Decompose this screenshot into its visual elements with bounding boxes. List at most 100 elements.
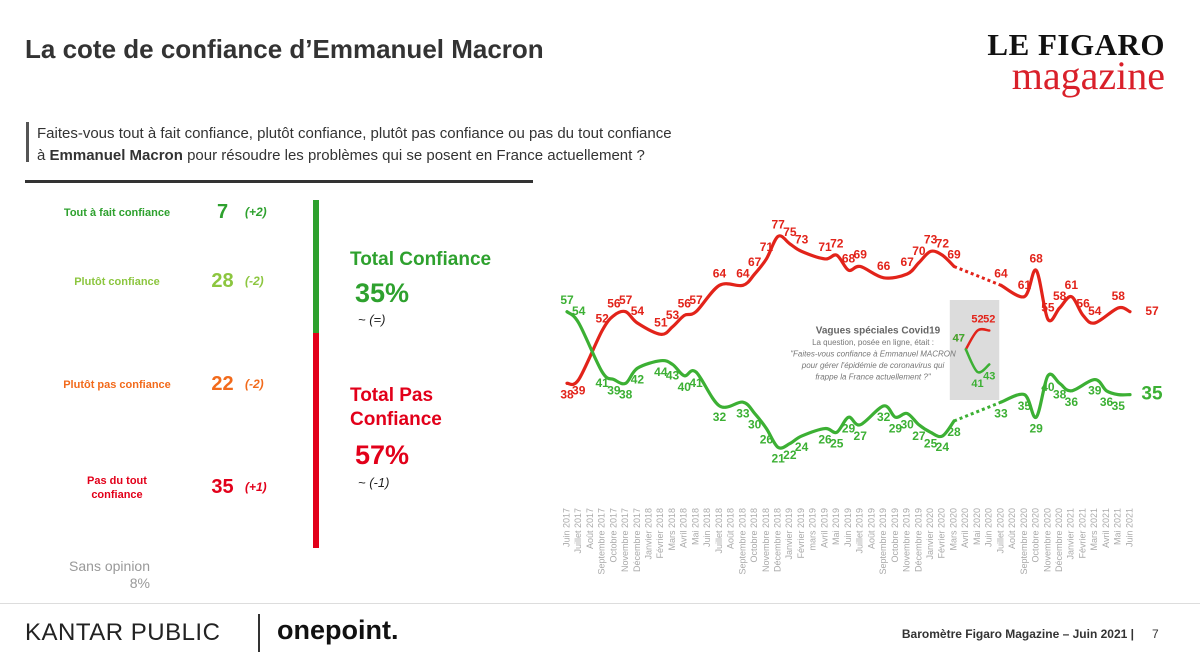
question-line1: Faites-vous tout à fait confiance, plutô… [37,125,672,142]
data-label: 69 [854,248,868,262]
x-tick-label: Juillet 2018 [714,508,724,554]
data-label: 44 [654,365,668,379]
data-label: 43 [666,369,680,383]
data-label: 40 [678,380,692,394]
data-label: 64 [994,266,1008,280]
x-tick-label: Novembre 2020 [1042,508,1052,572]
data-label: 41 [689,376,703,390]
data-label: 64 [736,266,750,280]
x-tick-label: Août 2018 [726,508,736,549]
data-label: 61 [1065,278,1079,292]
breakdown-change: (+1) [245,480,267,494]
data-label: 40 [1041,380,1055,394]
x-tick-label: Juin 2021 [1124,508,1134,547]
total-label: Total Pas Confiance [350,385,442,430]
data-label: 57 [689,293,703,307]
x-tick-label: Avril 2018 [679,508,689,548]
x-tick-label: Octobre 2018 [749,508,759,563]
x-tick-label: mars 2019 [808,508,818,551]
data-label: 75 [783,225,797,239]
breakdown-value: 22 [211,373,234,395]
x-tick-label: Mai 2020 [972,508,982,545]
x-tick-label: Mars 2020 [948,508,958,551]
data-label: 57 [1145,304,1159,318]
x-tick-label: Avril 2020 [960,508,970,548]
data-label: 38 [1053,387,1067,401]
data-label: 42 [631,372,645,386]
covid-box [949,300,1000,400]
data-label: 52 [971,313,983,325]
data-label: 54 [572,304,586,318]
data-label: 28 [947,425,961,439]
line [565,310,956,450]
breakdown-label: Pas du tout confiance [87,475,147,501]
brand-onepoint: onepoint. [277,615,399,645]
breakdown-label: Plutôt pas confiance [63,379,171,391]
question-name: Emmanuel Macron [49,147,183,164]
x-tick-label: Juin 2019 [843,508,853,547]
data-label: 64 [713,266,727,280]
data-label: 53 [666,308,680,322]
breakdown-label: Plutôt confiance [74,276,160,288]
x-tick-label: Octobre 2020 [1031,508,1041,563]
data-label: 35 [1112,399,1126,413]
x-tick-label: Décembre 2020 [1054,508,1064,572]
breakdown-change: (+2) [245,205,267,219]
x-tick-label: Avril 2019 [819,508,829,548]
data-label: 27 [912,429,926,443]
total-value: 57% [355,440,410,470]
data-label: 71 [760,240,774,254]
data-label: 57 [619,293,633,307]
annotation-line: pour gérer l'épidémie de coronavirus qui [801,361,945,370]
data-label: 56 [1076,297,1090,311]
line [999,268,1132,325]
data-label: 47 [953,332,965,344]
data-label: 67 [900,255,914,269]
sans-opinion-value: 8% [129,575,150,591]
data-label: 56 [678,297,692,311]
data-label: 69 [947,248,961,262]
sans-opinion: Sans opinion 8% [69,558,150,592]
data-label: 33 [994,406,1008,420]
data-label: 32 [713,410,727,424]
data-label: 73 [795,233,809,247]
data-label: 47 [953,332,965,344]
data-label: 68 [842,251,856,265]
data-label: 39 [572,384,586,398]
data-label: 39 [607,384,621,398]
data-label: 38 [619,387,633,401]
data-label: 72 [830,236,844,250]
footer-rule [0,603,1200,604]
brand-divider [258,614,260,652]
data-label: 54 [631,304,645,318]
x-tick-label: Février 2019 [796,508,806,559]
question-rest: pour résoudre les problèmes qui se posen… [187,147,645,164]
data-label: 71 [818,240,832,254]
data-label: 35 [1141,384,1163,405]
question: Faites-vous tout à fait confiance, plutô… [37,123,672,167]
x-tick-label: Mai 2021 [1113,508,1123,545]
x-tick-label: Janvier 2020 [925,508,935,560]
x-tick-label: Juin 2020 [984,508,994,547]
no-confidence-bar [313,333,319,548]
data-label: 41 [596,376,610,390]
annotation-title: Vagues spéciales Covid19 [816,326,941,337]
data-label: 25 [830,436,844,450]
x-tick-label: Octobre 2017 [608,508,618,563]
x-tick-label: Juillet 2017 [573,508,583,554]
data-label: 68 [1029,251,1043,265]
data-label: 72 [936,236,950,250]
line [964,327,991,351]
question-bar [26,122,29,162]
line [964,348,991,374]
breakdown-value: 28 [211,270,234,292]
x-tick-label: Septembre 2017 [597,508,607,575]
data-label: 54 [1088,304,1102,318]
x-tick-label: Février 2020 [937,508,947,559]
breakdown-change: (-2) [245,274,264,288]
data-label: 51 [654,315,668,329]
x-tick-label: Septembre 2019 [878,508,888,575]
data-label: 56 [607,297,621,311]
